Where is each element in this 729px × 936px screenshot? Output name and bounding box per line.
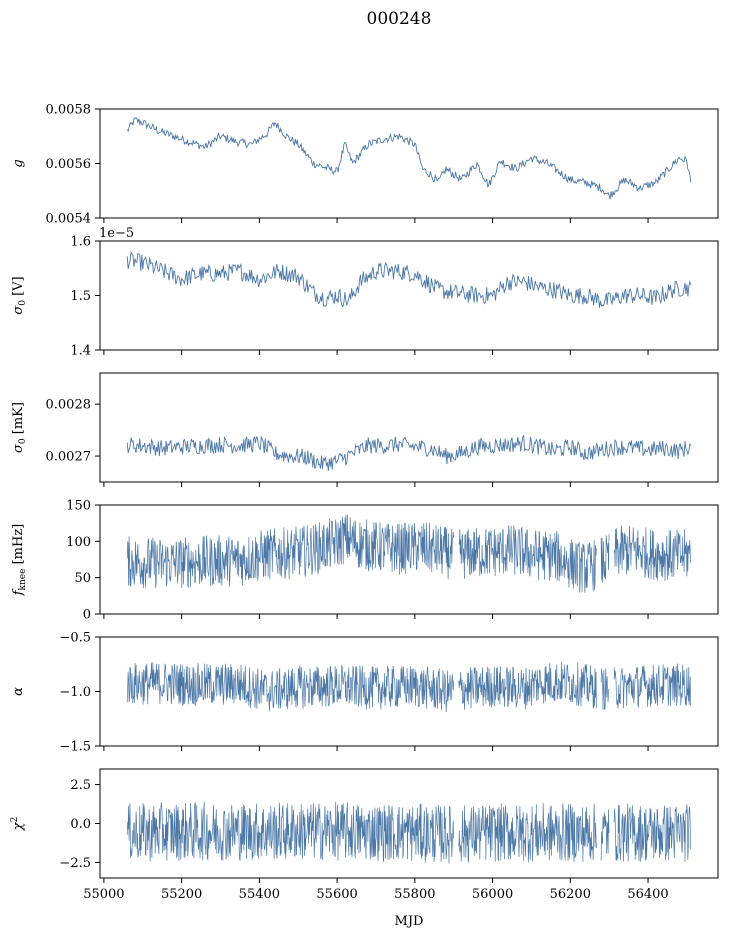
series-line bbox=[126, 434, 692, 472]
series-line bbox=[126, 661, 691, 713]
y-tick-label: 2.5 bbox=[70, 778, 91, 793]
offset-text: 1e−5 bbox=[99, 226, 134, 241]
x-axis-label: MJD bbox=[395, 914, 424, 929]
y-tick-label: 0.0027 bbox=[46, 450, 92, 465]
x-tick-label: 55800 bbox=[394, 887, 435, 902]
y-tick-label: 100 bbox=[66, 535, 91, 550]
axes-frame bbox=[99, 504, 719, 615]
x-tick-label: 56200 bbox=[550, 887, 591, 902]
y-tick-label: 0 bbox=[83, 608, 91, 623]
y-tick-label: −1.0 bbox=[59, 685, 91, 700]
y-tick-label: −1.5 bbox=[59, 740, 91, 755]
series-line bbox=[126, 250, 692, 308]
x-tick-label: 55600 bbox=[316, 887, 357, 902]
panel-6: 55000 55200 55400 55600 55800 56000 56200 56400… bbox=[10, 768, 719, 902]
x-tick-label: 55200 bbox=[161, 887, 202, 902]
y-tick-label: 0.0 bbox=[70, 817, 91, 832]
series-line bbox=[126, 801, 691, 864]
y-tick-label: −0.5 bbox=[59, 631, 91, 646]
y-tick-label: 0.0028 bbox=[46, 398, 92, 413]
x-tick-label: 56400 bbox=[627, 887, 668, 902]
panel-1: 0.0054 0.0056 0.0058 g bbox=[11, 103, 719, 227]
y-tick-label: 50 bbox=[74, 571, 91, 586]
series-line bbox=[126, 514, 691, 593]
panel-2: 1.4 1.5 1.6 1e−5 σ0 [V] bbox=[11, 226, 719, 359]
y-tick-label: 1.4 bbox=[70, 344, 91, 359]
x-tick-label: 56000 bbox=[472, 887, 513, 902]
y-tick-label: 0.0056 bbox=[46, 157, 92, 172]
panel-3: 0.0027 0.0028 σ0 [mK] bbox=[11, 372, 719, 487]
panel-5: −1.5 −1.0 −0.5 α bbox=[11, 631, 719, 755]
y-axis-label: σ0 [V] bbox=[11, 276, 28, 314]
x-tick-label: 55000 bbox=[83, 887, 124, 902]
series-line bbox=[126, 117, 692, 200]
y-tick-label: −2.5 bbox=[59, 856, 91, 871]
axes-frame bbox=[99, 372, 719, 483]
y-tick-label: 1.5 bbox=[70, 289, 91, 304]
y-tick-label: 0.0058 bbox=[46, 103, 92, 118]
y-axis-label: α bbox=[11, 687, 26, 696]
figure-title: 000248 bbox=[367, 9, 432, 29]
y-axis-label: σ0 [mK] bbox=[11, 402, 28, 453]
axes-frame bbox=[99, 240, 719, 351]
axes-frame bbox=[99, 108, 719, 219]
y-axis-label: g bbox=[11, 159, 26, 167]
y-axis-label: χ2 bbox=[10, 817, 26, 832]
x-tick-label: 55400 bbox=[239, 887, 280, 902]
y-tick-label: 0.0054 bbox=[46, 212, 92, 227]
panel-4: 0 50 100 150 fknee [mHz] bbox=[11, 499, 719, 623]
y-axis-label: fknee [mHz] bbox=[11, 524, 28, 597]
y-tick-label: 1.6 bbox=[70, 235, 91, 250]
y-tick-label: 150 bbox=[66, 499, 91, 514]
